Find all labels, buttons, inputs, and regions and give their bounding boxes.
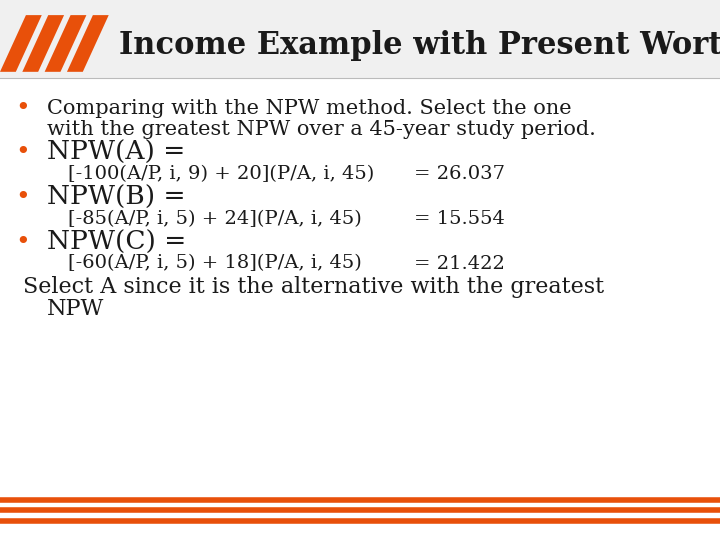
Polygon shape [0,15,42,72]
Text: [-85(A/P, i, 5) + 24](P/A, i, 45): [-85(A/P, i, 5) + 24](P/A, i, 45) [68,210,362,228]
Text: = 21.422: = 21.422 [414,254,505,273]
Text: = 15.554: = 15.554 [414,210,505,228]
Text: [-100(A/P, i, 9) + 20](P/A, i, 45): [-100(A/P, i, 9) + 20](P/A, i, 45) [68,165,374,183]
Polygon shape [67,15,109,72]
Text: Select A since it is the alternative with the greatest: Select A since it is the alternative wit… [23,276,604,298]
Text: [-60(A/P, i, 5) + 18](P/A, i, 45): [-60(A/P, i, 5) + 18](P/A, i, 45) [68,254,362,273]
Text: Comparing with the NPW method. Select the one: Comparing with the NPW method. Select th… [47,98,572,118]
Polygon shape [22,15,64,72]
FancyBboxPatch shape [0,0,720,78]
Text: Income Example with Present Worth: Income Example with Present Worth [119,30,720,62]
Text: NPW(B) =: NPW(B) = [47,185,185,210]
Polygon shape [45,15,86,72]
Text: •: • [16,140,30,164]
Text: •: • [16,230,30,254]
Text: NPW: NPW [47,298,104,320]
Text: NPW(A) =: NPW(A) = [47,140,185,165]
Text: •: • [16,185,30,209]
Text: = 26.037: = 26.037 [414,165,505,183]
Text: with the greatest NPW over a 45-year study period.: with the greatest NPW over a 45-year stu… [47,120,595,139]
Text: NPW(C) =: NPW(C) = [47,230,186,254]
Text: •: • [16,96,30,120]
